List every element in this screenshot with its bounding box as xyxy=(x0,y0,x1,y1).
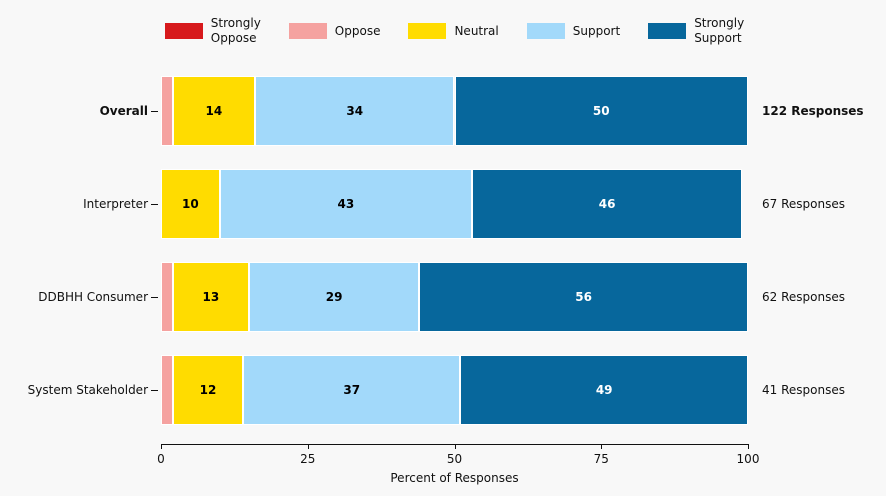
bar-segment: 10 xyxy=(161,169,220,239)
segment-value-label: 34 xyxy=(346,104,364,118)
legend-label: Oppose xyxy=(334,23,381,38)
bar-segment xyxy=(161,76,173,146)
legend-swatch-icon xyxy=(648,23,687,39)
bar-segment: 43 xyxy=(219,169,473,239)
segment-value-label: 46 xyxy=(598,197,616,211)
x-tick-label: 75 xyxy=(593,452,609,466)
segment-value-label: 37 xyxy=(343,383,361,397)
bar-row: 14 34 50 xyxy=(161,76,748,146)
legend-swatch-icon xyxy=(408,23,447,39)
bar-segment xyxy=(161,355,173,425)
y-tick xyxy=(151,204,158,205)
segment-value-label: 49 xyxy=(595,383,613,397)
x-tick xyxy=(601,445,603,449)
segment-value-label: 12 xyxy=(199,383,217,397)
legend-swatch-icon xyxy=(164,23,203,39)
legend-label: Strongly Oppose xyxy=(210,16,261,45)
response-count-label: 62 Responses xyxy=(762,290,845,304)
segment-value-label: 14 xyxy=(205,104,223,118)
bar-segment xyxy=(161,262,173,332)
x-tick-label: 50 xyxy=(446,452,463,466)
bar-segment: 14 xyxy=(172,76,255,146)
legend-label: Strongly Support xyxy=(694,16,745,45)
bar-row: 10 43 46 xyxy=(161,169,748,239)
legend-swatch-icon xyxy=(288,23,327,39)
row-label: System Stakeholder xyxy=(27,383,148,397)
bar-segment: 12 xyxy=(172,355,244,425)
bar-segment: 37 xyxy=(243,355,461,425)
bar-segment: 46 xyxy=(472,169,743,239)
x-tick-label: 25 xyxy=(300,452,316,466)
x-axis-spine xyxy=(161,444,749,445)
response-count-label: 122 Responses xyxy=(762,104,864,118)
segment-value-label: 29 xyxy=(325,290,343,304)
x-tick xyxy=(161,445,162,449)
segment-value-label: 43 xyxy=(337,197,355,211)
row-label: DDBHH Consumer xyxy=(38,290,148,304)
bar-segment: 49 xyxy=(460,355,748,425)
bar-segment: 13 xyxy=(172,262,250,332)
response-count-label: 41 Responses xyxy=(762,383,845,397)
segment-value-label: 50 xyxy=(592,104,610,118)
bar-segment: 29 xyxy=(249,262,420,332)
legend-swatch-icon xyxy=(526,23,565,39)
row-label: Overall xyxy=(99,104,148,118)
y-tick xyxy=(151,111,158,112)
legend: Strongly Oppose Oppose Neutral Support Stron… xyxy=(161,6,748,56)
y-tick xyxy=(151,390,158,391)
x-tick-label: 100 xyxy=(736,452,760,466)
x-tick xyxy=(307,445,309,449)
segment-value-label: 56 xyxy=(575,290,592,304)
bar-segment: 50 xyxy=(454,76,748,146)
legend-item: Neutral xyxy=(408,23,499,39)
x-axis-title: Percent of Responses xyxy=(390,471,519,485)
x-tick xyxy=(454,445,456,449)
segment-value-label: 10 xyxy=(181,197,199,211)
bar-row: 13 29 56 xyxy=(161,262,748,332)
legend-label: Neutral xyxy=(454,23,499,38)
legend-item: Strongly Support xyxy=(648,16,744,46)
legend-item: Strongly Oppose xyxy=(164,16,261,46)
legend-item: Support xyxy=(526,23,621,39)
response-count-label: 67 Responses xyxy=(762,197,845,211)
x-tick xyxy=(748,445,749,449)
row-label: Interpreter xyxy=(83,197,148,211)
x-tick-label: 0 xyxy=(157,452,165,466)
bar-segment: 56 xyxy=(419,262,748,332)
legend-label: Support xyxy=(572,23,621,38)
bar-segment: 34 xyxy=(254,76,455,146)
legend-item: Oppose xyxy=(288,23,381,39)
bar-row: 12 37 49 xyxy=(161,355,748,425)
segment-value-label: 13 xyxy=(202,290,220,304)
y-tick xyxy=(151,297,158,298)
